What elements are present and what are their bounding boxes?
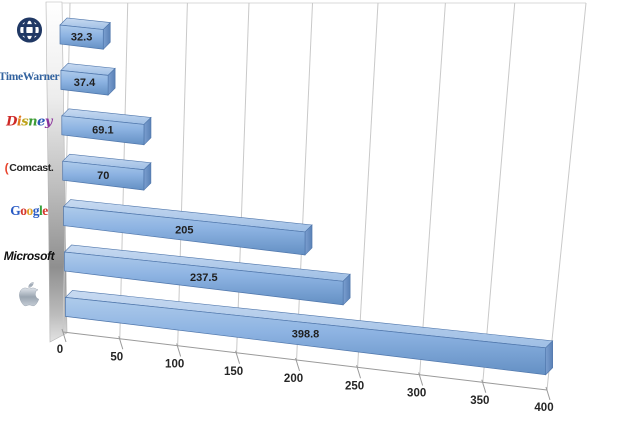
logo-microsoft: Microsoft — [3, 249, 55, 263]
bar-front-face — [63, 206, 306, 256]
gridline — [419, 2, 446, 376]
bar-value-label: 237.5 — [190, 272, 218, 284]
gridline — [546, 2, 587, 391]
bar-front-face — [60, 70, 109, 96]
logo-letter: n — [28, 114, 38, 130]
logo-letter: y — [44, 114, 53, 130]
gridline — [236, 2, 250, 354]
x-tick-label: 100 — [165, 359, 184, 371]
logo-letter: i — [16, 114, 22, 130]
gridline — [177, 2, 188, 347]
globe-icon — [16, 17, 42, 43]
bar-front-face — [62, 160, 145, 191]
logo-letter: s — [21, 114, 29, 130]
x-axis-line — [62, 331, 548, 391]
logo-globe — [0, 17, 58, 44]
axis-tick — [118, 336, 124, 350]
logo-comcast: ( Comcast. — [0, 161, 58, 175]
x-tick-label: 200 — [284, 373, 303, 385]
gridline — [482, 2, 516, 383]
logo-letter: D — [6, 114, 17, 130]
x-tick-label: 50 — [110, 351, 123, 363]
bar-value-label: 32.3 — [71, 31, 92, 43]
bar-value-label: 37.4 — [74, 77, 96, 89]
logo-timewarner: TimeWarner — [0, 71, 60, 83]
x-tick-label: 250 — [345, 380, 364, 392]
logo-letter: o — [26, 203, 34, 218]
bar-value-label: 69.1 — [92, 124, 113, 136]
x-tick-label: 300 — [407, 388, 426, 400]
x-tick-label: 350 — [470, 395, 489, 407]
axis-tick — [545, 386, 551, 401]
axis-tick — [61, 328, 67, 343]
logo-letter: e — [42, 203, 48, 218]
x-tick-label: 400 — [534, 402, 553, 414]
bar-value-label: 398.8 — [292, 329, 320, 341]
comcast-wordmark: Comcast. — [9, 162, 54, 174]
x-tick-label: 150 — [224, 366, 243, 378]
bar-front-face — [61, 115, 145, 146]
apple-icon — [19, 282, 40, 307]
bar-value-label: 70 — [97, 170, 109, 182]
bar-front-face — [64, 251, 344, 306]
bar-value-label: 205 — [175, 224, 193, 236]
logo-letter: e — [37, 114, 45, 130]
logo-apple — [0, 281, 58, 309]
bar-front-face — [59, 24, 104, 50]
gridline — [296, 2, 314, 362]
logo-letter: l — [39, 203, 43, 218]
comcast-crescent-icon: ( — [4, 161, 9, 175]
axis-tick — [481, 379, 487, 393]
gridline — [357, 2, 379, 369]
x-tick-label: 0 — [57, 344, 63, 356]
logo-letter: G — [10, 203, 21, 218]
bar-front-face — [65, 297, 547, 376]
logo-letter: o — [20, 203, 27, 218]
logo-letter: g — [32, 203, 40, 218]
